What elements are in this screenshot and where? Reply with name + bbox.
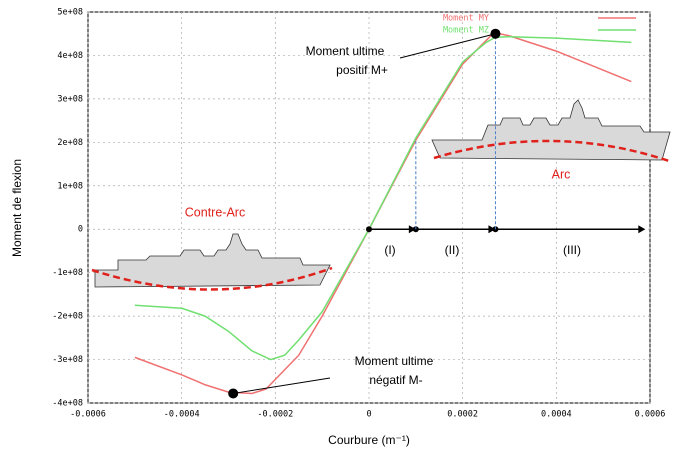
y-axis-label: Moment de flexion bbox=[10, 159, 24, 257]
x-tick-label: 0 bbox=[366, 410, 371, 420]
annotation: Contre-Arc bbox=[185, 205, 245, 219]
arrow-head bbox=[638, 225, 646, 234]
annotation: Moment ultime bbox=[355, 354, 434, 368]
legend-label: Moment MY bbox=[443, 14, 489, 24]
legend-label: Moment MZ bbox=[443, 26, 489, 36]
ship-contre-arc bbox=[91, 233, 333, 291]
ultimate-point bbox=[490, 28, 501, 39]
y-tick-label: -4e+08 bbox=[52, 399, 83, 409]
y-tick-label: 2e+08 bbox=[57, 138, 83, 148]
y-tick-label: 5e+08 bbox=[57, 8, 83, 18]
annotation: (I) bbox=[384, 243, 395, 257]
overlay: Moment MY Moment MZ Moment ultime positif M… bbox=[185, 14, 646, 399]
y-tick-label: 1e+08 bbox=[57, 181, 83, 191]
y-tick-label: -3e+08 bbox=[52, 355, 83, 365]
annotation: (III) bbox=[563, 243, 581, 257]
x-tick-label: -0.0006 bbox=[70, 410, 106, 420]
annotation: Moment ultime bbox=[306, 44, 385, 58]
x-tick-label: -0.0004 bbox=[164, 410, 200, 420]
leader-line bbox=[399, 33, 496, 59]
annotation: (II) bbox=[445, 243, 460, 257]
phase-dot bbox=[366, 226, 372, 233]
y-tick-label: 3e+08 bbox=[57, 94, 83, 104]
arrow-head bbox=[408, 225, 416, 234]
ultimate-point bbox=[228, 388, 239, 399]
y-tick-label: -2e+08 bbox=[52, 312, 83, 322]
y-tick-label: 4e+08 bbox=[57, 51, 83, 61]
annotation: positif M+ bbox=[336, 63, 388, 77]
leader-line bbox=[233, 377, 331, 394]
x-tick-label: -0.0002 bbox=[257, 410, 293, 420]
x-axis-label: Courbure (m⁻¹) bbox=[328, 433, 410, 447]
series-line bbox=[134, 32, 632, 395]
annotation: Arc bbox=[552, 167, 571, 181]
x-tick-label: 0.0002 bbox=[447, 410, 478, 420]
ship-arc bbox=[431, 99, 673, 164]
y-tick-label: 0 bbox=[78, 225, 83, 235]
series-line bbox=[134, 36, 632, 361]
y-tick-label: -1e+08 bbox=[52, 268, 83, 278]
x-tick-label: 0.0006 bbox=[635, 410, 666, 420]
annotation: négatif M- bbox=[369, 373, 422, 387]
x-tick-label: 0.0004 bbox=[541, 410, 572, 420]
lines bbox=[134, 32, 632, 395]
arrow-head bbox=[488, 225, 496, 234]
